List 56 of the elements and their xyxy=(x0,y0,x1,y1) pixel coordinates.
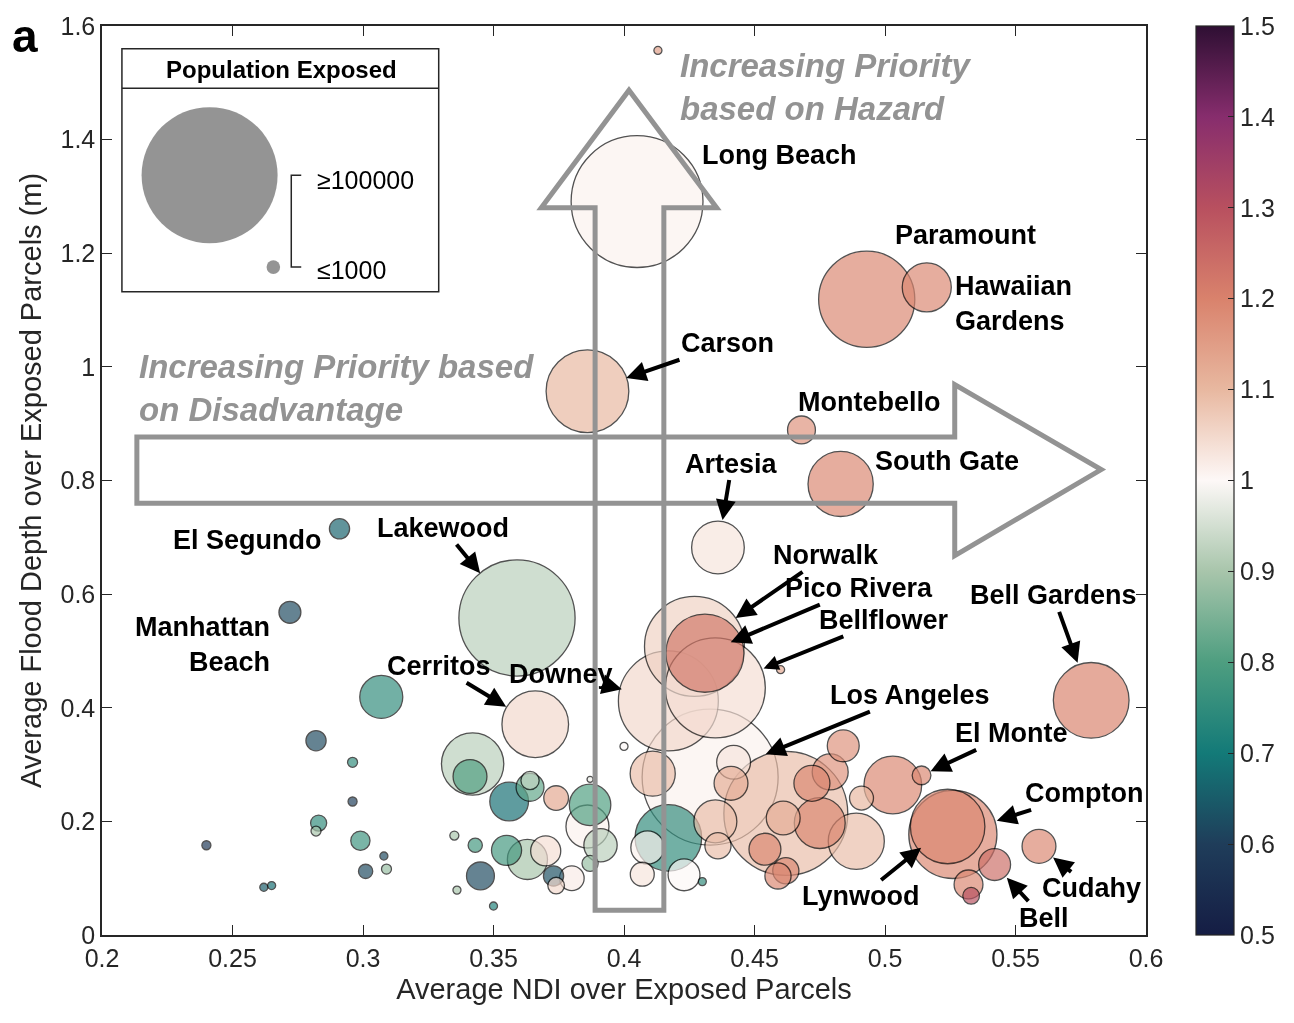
y-tick-label: 0.6 xyxy=(60,579,96,608)
color-bar-label: 1.5 xyxy=(1240,11,1275,40)
y-tick-label: 0 xyxy=(81,920,96,949)
y-tick-label: 0.2 xyxy=(60,807,96,836)
color-bar-label: 1.4 xyxy=(1240,102,1275,131)
annotation: Compton xyxy=(1025,778,1144,808)
color-bar-label: 0.6 xyxy=(1240,829,1275,858)
annotation: Bellflower xyxy=(819,605,949,635)
annotation: Increasing Priority based on Hazard xyxy=(680,47,972,127)
color-bar-label: 0.7 xyxy=(1240,738,1275,767)
annotation: Hawaiian Gardens xyxy=(955,271,1073,337)
y-tick-label: 0.4 xyxy=(60,693,96,722)
annotation: Paramount xyxy=(895,220,1037,250)
x-tick-label: 0.35 xyxy=(469,943,518,972)
color-bar-label: 1 xyxy=(1240,466,1255,495)
annotation: Cerritos xyxy=(387,651,491,681)
x-tick-label: 0.6 xyxy=(1128,943,1164,972)
y-tick-label: 1 xyxy=(81,352,96,381)
y-axis-title: Average Flood Depth over Exposed Parcels (m) xyxy=(15,172,48,789)
y-tick-label: 1.2 xyxy=(60,239,96,267)
y-tick-label: 0.8 xyxy=(60,466,96,495)
annotation: Los Angeles xyxy=(830,680,990,710)
x-tick-label: 0.25 xyxy=(208,943,257,972)
annotation: South Gate xyxy=(875,446,1020,476)
annotation: Montebello xyxy=(798,387,941,417)
annotation: Lynwood xyxy=(802,881,920,911)
y-tick-label: 1.4 xyxy=(60,125,96,154)
color-bar-label: 0.5 xyxy=(1240,920,1275,949)
annotation: Bell Gardens xyxy=(970,580,1137,610)
x-tick-label: 0.45 xyxy=(730,943,779,972)
annotation: Norwalk xyxy=(773,540,880,570)
color-bar-label: 1.2 xyxy=(1240,284,1275,313)
x-tick-label: 0.3 xyxy=(345,943,381,972)
color-bar-label: 1.3 xyxy=(1240,193,1275,222)
annotation: Long Beach xyxy=(702,140,857,170)
x-axis-title: Average NDI over Exposed Parcels xyxy=(396,973,852,1006)
annotation: Bell xyxy=(1019,903,1069,933)
annotation: Carson xyxy=(681,328,775,358)
y-tick-label: 1.6 xyxy=(60,11,96,40)
annotation: Increasing Priority based on Disadvantage xyxy=(139,348,535,428)
annotation: El Segundo xyxy=(173,525,322,555)
annotation: Lakewood xyxy=(377,513,510,543)
annotation: Manhattan Beach xyxy=(135,612,270,678)
annotation: El Monte xyxy=(955,718,1068,748)
color-bar-label: 0.9 xyxy=(1240,557,1275,586)
legend-label: ≥100000 xyxy=(317,166,415,194)
annotation: Cudahy xyxy=(1042,873,1142,903)
x-tick-label: 0.55 xyxy=(991,943,1040,972)
legend-title: Population Exposed xyxy=(166,56,397,83)
x-tick-label: 0.5 xyxy=(867,943,903,972)
legend-label: ≤1000 xyxy=(317,256,387,284)
color-bar-label: 1.1 xyxy=(1240,375,1275,404)
text: a xyxy=(12,10,38,62)
annotation: Artesia xyxy=(685,449,778,479)
x-tick-label: 0.4 xyxy=(606,943,642,972)
color-bar-label: 0.8 xyxy=(1240,648,1275,677)
